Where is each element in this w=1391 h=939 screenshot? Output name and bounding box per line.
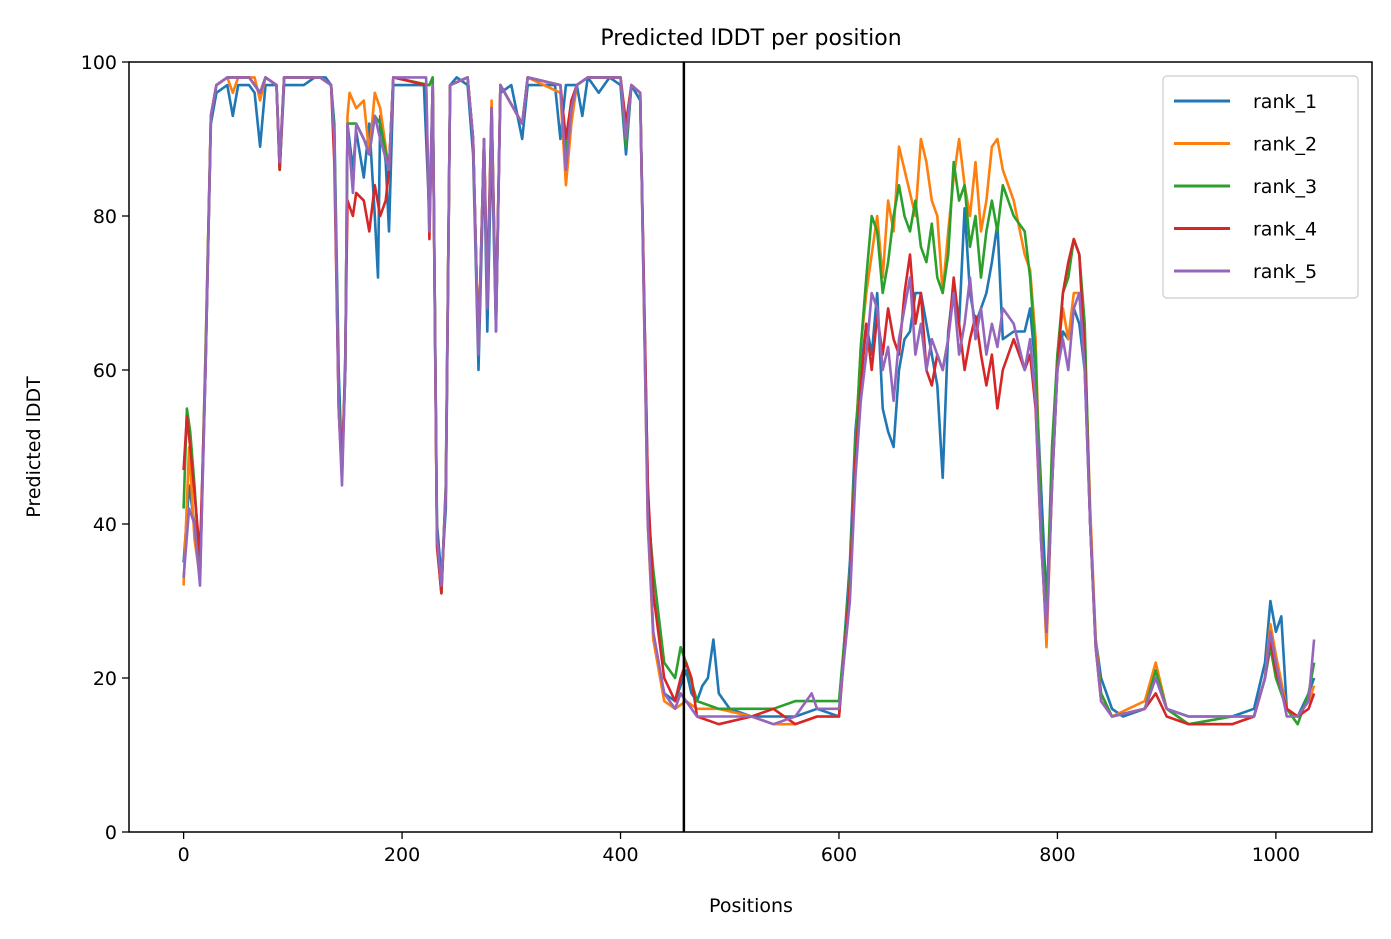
legend-label-rank_5: rank_5 bbox=[1253, 261, 1317, 283]
y-tick-label: 20 bbox=[93, 668, 117, 690]
y-tick-label: 0 bbox=[105, 822, 117, 844]
legend-label-rank_1: rank_1 bbox=[1253, 91, 1317, 113]
legend-label-rank_4: rank_4 bbox=[1253, 219, 1317, 241]
x-axis-label: Positions bbox=[709, 895, 793, 917]
x-tick-label: 800 bbox=[1039, 844, 1075, 866]
x-tick-label: 400 bbox=[602, 844, 638, 866]
x-tick-label: 0 bbox=[178, 844, 190, 866]
legend-label-rank_3: rank_3 bbox=[1253, 176, 1317, 198]
legend: rank_1 rank_2 rank_3 rank_4 rank_5 bbox=[1162, 75, 1359, 299]
series-layer bbox=[182, 76, 1316, 726]
x-tick-label: 600 bbox=[821, 844, 857, 866]
x-tick-label: 1000 bbox=[1252, 844, 1300, 866]
x-axis: 0 200 400 600 800 1000 bbox=[178, 832, 1300, 866]
legend-label-rank_2: rank_2 bbox=[1253, 134, 1317, 156]
chart-title: Predicted lDDT per position bbox=[600, 26, 901, 51]
y-tick-label: 80 bbox=[93, 206, 117, 228]
x-tick-label: 200 bbox=[384, 844, 420, 866]
plot-frame bbox=[128, 61, 1373, 833]
y-axis: 0 20 40 60 80 100 bbox=[81, 52, 129, 844]
series-line-rank_4 bbox=[182, 76, 1316, 726]
y-tick-label: 40 bbox=[93, 514, 117, 536]
y-tick-label: 100 bbox=[81, 52, 117, 74]
legend-frame bbox=[1162, 75, 1359, 299]
y-tick-label: 60 bbox=[93, 360, 117, 382]
series-line-rank_5 bbox=[182, 76, 1316, 726]
y-axis-label: Predicted lDDT bbox=[23, 376, 45, 518]
